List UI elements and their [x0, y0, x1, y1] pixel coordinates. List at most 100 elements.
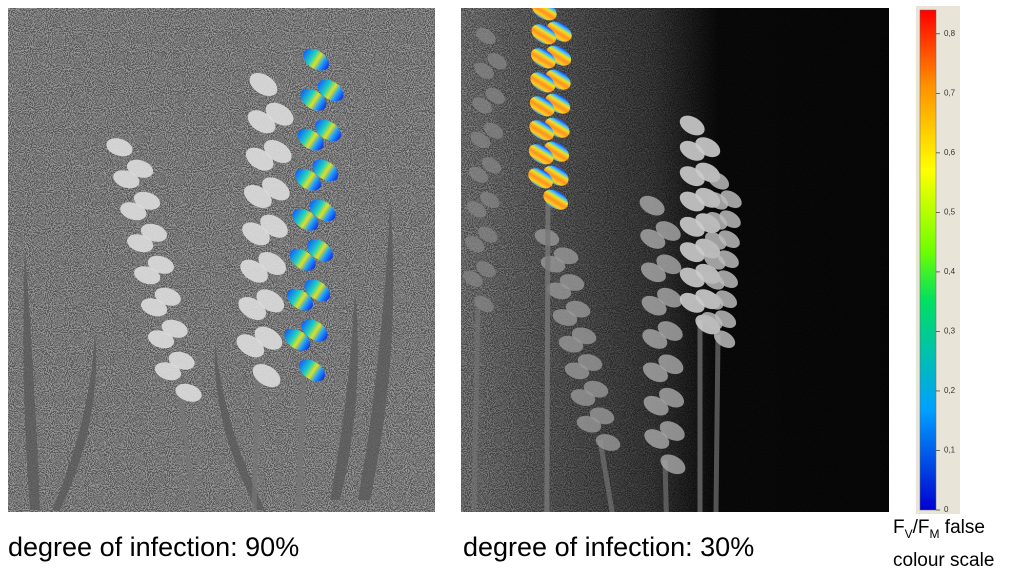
colorbar-tick-label: 0,2: [944, 386, 956, 395]
spikelet: [127, 234, 154, 253]
spikelet: [530, 72, 556, 93]
spikelet: [543, 189, 569, 210]
leaf: [214, 340, 265, 510]
spikelet: [304, 279, 331, 302]
colorbar: [919, 9, 937, 511]
spikelet: [465, 235, 485, 253]
spikelet: [639, 195, 665, 216]
spikelet: [705, 211, 728, 230]
spikelet: [303, 48, 329, 71]
leaf: [330, 290, 358, 500]
spikelet: [243, 184, 272, 208]
spikelet: [463, 270, 483, 287]
caption: degree of infection: 90%: [8, 532, 299, 562]
spikelet: [289, 248, 316, 271]
stem: [251, 369, 261, 512]
spikelet: [297, 128, 324, 151]
spikelet: [705, 231, 727, 250]
spikelet: [546, 282, 572, 300]
spikelet: [168, 351, 195, 370]
stem: [471, 299, 481, 512]
colorbar-label: FV/FM false: [893, 517, 985, 541]
spikelet: [679, 140, 705, 161]
spikelet: [236, 334, 265, 358]
spikelet: [315, 119, 341, 142]
spikelet: [299, 359, 325, 382]
spikelet: [704, 251, 726, 270]
spikelet: [309, 199, 336, 222]
leaf: [52, 330, 97, 510]
colorbar-tick-label: 0,3: [944, 327, 956, 336]
spikelet: [307, 239, 333, 262]
stem: [295, 364, 307, 512]
spikelet: [530, 48, 556, 69]
leaf: [358, 200, 394, 500]
spikelet: [476, 27, 496, 45]
spikelet: [552, 309, 578, 326]
spikelet: [249, 72, 278, 96]
spikelet: [478, 226, 498, 243]
colorbar-tick-label: 0,6: [944, 148, 956, 157]
spikelet: [679, 292, 705, 313]
spikelet: [301, 319, 328, 342]
spikelet: [120, 202, 147, 221]
colorbar-tick-label: 0,1: [944, 446, 956, 455]
spikelet: [240, 259, 268, 283]
spikelet: [242, 222, 270, 246]
image-panel: [8, 8, 435, 512]
spikelet: [642, 329, 668, 349]
spikelet: [481, 157, 502, 174]
spikelet: [133, 191, 161, 210]
spikelet: [713, 330, 736, 349]
colorbar-tick-label: 0,5: [944, 207, 956, 216]
spikelet: [474, 295, 494, 313]
spikelet: [644, 429, 670, 449]
spikelet: [252, 364, 281, 388]
spikelet: [300, 88, 327, 111]
spikelet: [154, 287, 181, 306]
spikelet: [140, 298, 168, 317]
image-panel: [461, 8, 889, 512]
spikelet: [487, 53, 507, 70]
spikelet: [113, 170, 140, 189]
spikelet: [245, 147, 274, 171]
spikelet: [640, 229, 666, 249]
spikelet: [660, 454, 686, 475]
spikelet: [641, 295, 667, 316]
spikelet: [679, 191, 705, 212]
spikelet: [312, 159, 339, 182]
spikelet: [531, 8, 557, 21]
spikelet: [295, 168, 321, 191]
spikelet: [474, 62, 494, 79]
spikelet: [529, 120, 554, 141]
spikelet: [126, 159, 154, 178]
spikelet: [679, 166, 705, 187]
spikelet: [470, 131, 491, 149]
leaf: [23, 250, 40, 510]
colorbar-tick-label: 0,8: [944, 29, 956, 38]
spikelet: [529, 96, 555, 117]
spikelet: [466, 201, 487, 218]
spikelet: [707, 171, 730, 190]
spikelet: [287, 288, 313, 311]
spikelet: [595, 434, 621, 451]
stem: [662, 459, 669, 512]
spikelet: [643, 395, 669, 416]
stem: [177, 389, 198, 512]
noise-background: [8, 8, 435, 512]
spikelet: [175, 383, 202, 402]
caption: degree of infection: 30%: [463, 532, 754, 562]
spikelet: [701, 311, 723, 330]
spikelet: [468, 166, 489, 183]
spikelet: [640, 262, 666, 283]
spikelet: [564, 362, 590, 380]
spikelet: [106, 138, 133, 157]
spikelet: [317, 79, 344, 102]
spikelet: [284, 328, 311, 351]
spikelet: [679, 115, 705, 136]
stem: [713, 334, 721, 512]
spikelet: [570, 389, 596, 406]
spikelet: [140, 223, 168, 242]
spikelet: [247, 110, 276, 134]
